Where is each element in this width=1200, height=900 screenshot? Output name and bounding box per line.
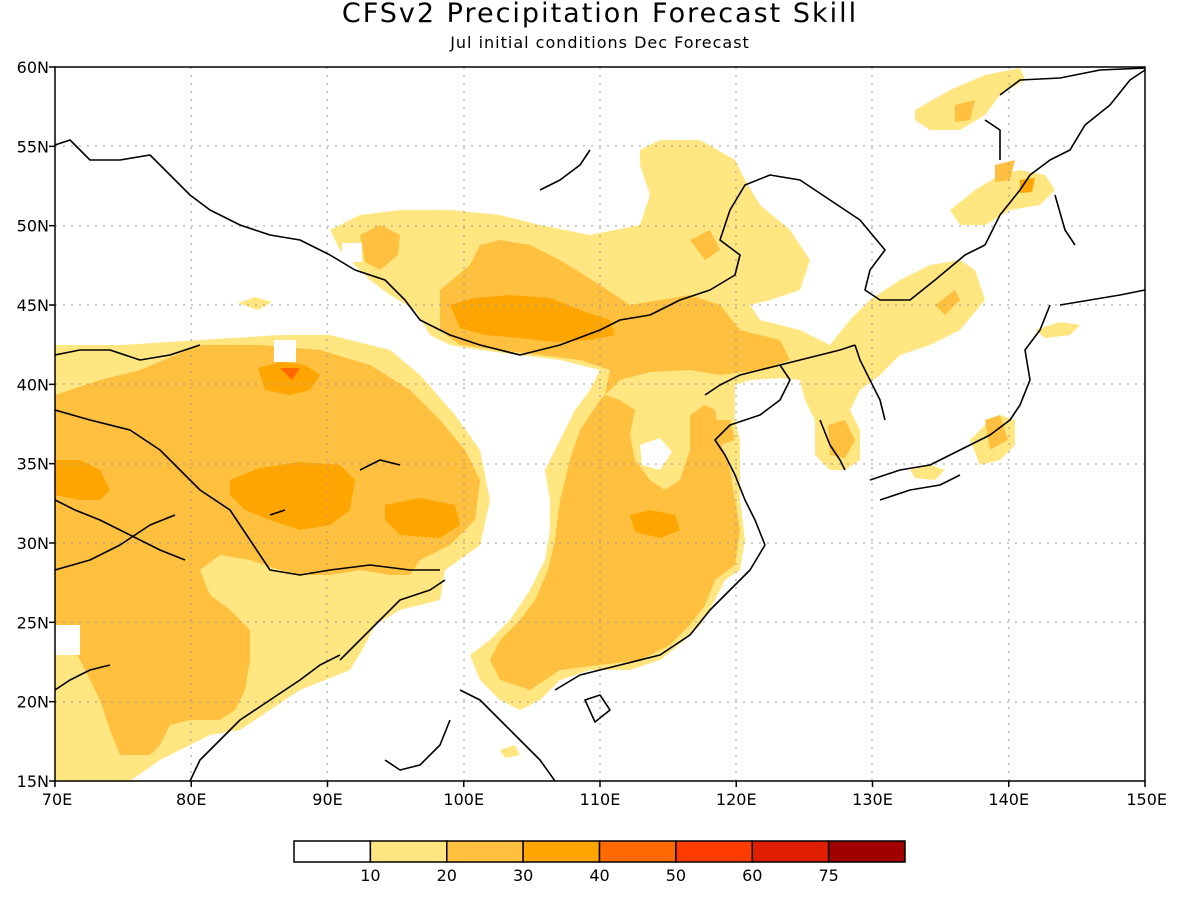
graticule — [55, 67, 1145, 781]
lat-label: 45N — [17, 296, 49, 315]
latitude-labels: 60N 55N 50N 45N 40N 35N 30N 25N 20N 15N — [17, 58, 49, 791]
longitude-labels: 70E 80E 90E 100E 110E 120E 130E 140E 150E — [42, 790, 1167, 809]
colorbar-label: 50 — [666, 866, 686, 885]
colorbar-swatch — [446, 840, 524, 863]
coastlines-and-borders — [55, 67, 1145, 781]
lat-label: 20N — [17, 693, 49, 712]
lat-label: 60N — [17, 58, 49, 77]
masked-cells — [55, 243, 672, 655]
lon-label: 150E — [1126, 790, 1167, 809]
colorbar-label: 30 — [513, 866, 533, 885]
skill-level-40-50 — [280, 368, 300, 380]
map-title: CFSv2 Precipitation Forecast Skill — [341, 0, 859, 29]
lat-label: 15N — [17, 772, 49, 791]
colorbar-label: 10 — [360, 866, 380, 885]
lon-label: 100E — [443, 790, 484, 809]
colorbar-swatch — [293, 840, 372, 863]
lat-label: 40N — [17, 375, 49, 394]
lon-label: 90E — [312, 790, 342, 809]
colorbar-swatch — [827, 840, 906, 863]
lat-label: 55N — [17, 137, 49, 156]
lon-label: 130E — [852, 790, 893, 809]
lon-label: 120E — [716, 790, 757, 809]
lon-label: 140E — [988, 790, 1029, 809]
skill-level-30-40 — [55, 178, 1035, 538]
tick-marks — [49, 66, 1146, 787]
colorbar — [293, 840, 906, 863]
lat-label: 30N — [17, 534, 49, 553]
colorbar-label: 75 — [818, 866, 838, 885]
colorbar-label: 20 — [437, 866, 457, 885]
lon-label: 110E — [580, 790, 621, 809]
colorbar-swatch — [522, 840, 601, 863]
colorbar-label: 40 — [589, 866, 609, 885]
skill-level-20-30 — [55, 100, 1015, 755]
lon-label: 70E — [42, 790, 72, 809]
colorbar-swatch — [598, 840, 677, 863]
colorbar-swatch — [675, 840, 753, 863]
colorbar-labels: 10 20 30 40 50 60 75 — [360, 866, 839, 885]
colorbar-swatch — [369, 840, 448, 863]
map-subtitle: Jul initial conditions Dec Forecast — [450, 33, 750, 52]
lon-label: 80E — [176, 790, 206, 809]
colorbar-label: 60 — [742, 866, 762, 885]
lat-label: 25N — [17, 613, 49, 632]
lat-label: 50N — [17, 217, 49, 236]
colorbar-swatch — [751, 840, 830, 863]
lat-label: 35N — [17, 455, 49, 474]
